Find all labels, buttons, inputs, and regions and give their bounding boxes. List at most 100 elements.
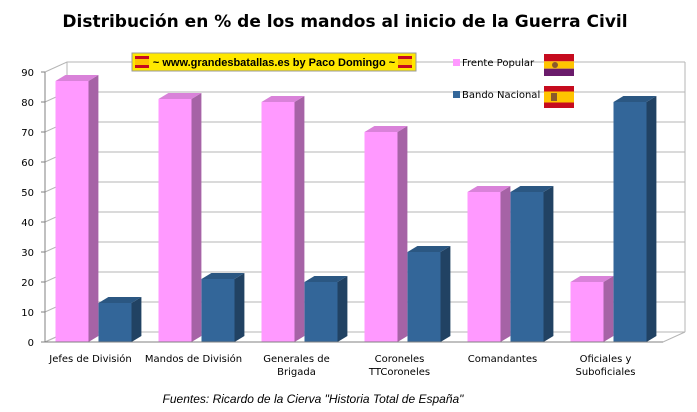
bar-front-face — [55, 81, 89, 342]
flag-stripe-red — [544, 86, 574, 92]
bar-side-face — [337, 276, 348, 342]
republican-flag-icon — [544, 54, 574, 76]
bar-frente-popular — [55, 75, 99, 342]
bar-frente-popular — [261, 96, 305, 342]
spanish-flag-icon — [544, 86, 574, 108]
bar-bando-nacional — [98, 297, 142, 342]
bar-top-face — [261, 96, 305, 102]
bar-top-face — [98, 297, 142, 303]
flag-stripe-purple — [544, 68, 574, 76]
bar-side-face — [131, 297, 142, 342]
banner-flag-icon — [398, 56, 412, 68]
bar-side-face — [294, 96, 305, 342]
y-tick-label: 90 — [21, 68, 34, 79]
bar-side-face — [191, 93, 202, 342]
x-tick-label: Comandantes — [468, 354, 537, 365]
banner-flag-icon — [135, 56, 149, 68]
banner-background — [131, 52, 417, 72]
banner-text: ~ www.grandesbatallas.es by Paco Domingo… — [153, 57, 396, 69]
flag-stripe-yellow — [544, 91, 574, 103]
bar-bando-nacional — [201, 273, 245, 342]
bar-front-face — [158, 99, 192, 342]
legend-label: Frente Popular — [462, 58, 535, 69]
bar-front-face — [364, 132, 398, 342]
bar-frente-popular — [158, 93, 202, 342]
bar-frente-popular — [467, 186, 511, 342]
bar-side-face — [88, 75, 99, 342]
bar-side-face — [397, 126, 408, 342]
x-tick-label: Oficiales y — [580, 354, 632, 365]
x-tick-label: Mandos de División — [145, 353, 242, 365]
flag-stripe-red — [544, 102, 574, 108]
bar-front-face — [613, 102, 647, 342]
flag-stripe-yellow — [135, 59, 149, 65]
legend-label: Bando Nacional — [462, 90, 540, 101]
legend-swatch — [453, 91, 460, 98]
bar-front-face — [304, 282, 338, 342]
bar-bando-nacional — [613, 96, 657, 342]
gridline — [44, 121, 685, 133]
x-tick-label: Brigada — [277, 367, 316, 378]
y-tick-label: 20 — [21, 278, 34, 289]
bar-front-face — [407, 252, 441, 342]
flag-stripe-red — [135, 65, 149, 68]
y-tick-label: 70 — [21, 128, 34, 139]
bar-top-face — [407, 246, 451, 252]
gridline — [44, 91, 685, 103]
y-tick-label: 60 — [21, 158, 34, 169]
x-tick-label: Jefes de División — [48, 353, 131, 365]
x-tick-label: Suboficiales — [576, 367, 636, 378]
flag-stripe-yellow — [544, 61, 574, 69]
legend-swatch — [453, 59, 460, 66]
x-tick-label: Generales de — [263, 354, 329, 365]
bar-side-face — [603, 276, 614, 342]
y-tick-label: 10 — [21, 308, 34, 319]
bar-side-face — [234, 273, 245, 342]
bar-front-face — [98, 303, 132, 342]
bar-bando-nacional — [510, 186, 554, 342]
flag-emblem — [552, 62, 558, 68]
chart-title: Distribución en % de los mandos al inici… — [62, 12, 627, 32]
bar-side-face — [543, 186, 554, 342]
bar-top-face — [304, 276, 348, 282]
y-tick-label: 30 — [21, 248, 34, 259]
x-tick-label: TTCoroneles — [368, 367, 430, 378]
bar-side-face — [646, 96, 657, 342]
bar-top-face — [467, 186, 511, 192]
bar-top-face — [510, 186, 554, 192]
y-tick-label: 50 — [21, 188, 34, 199]
flag-stripe-red — [544, 54, 574, 62]
y-tick-label: 40 — [21, 218, 34, 229]
bar-top-face — [201, 273, 245, 279]
bar-front-face — [261, 102, 295, 342]
flag-stripe-yellow — [398, 59, 412, 65]
bar-side-face — [500, 186, 511, 342]
bar-top-face — [55, 75, 99, 81]
flag-stripe-red — [398, 56, 412, 59]
bar-side-face — [440, 246, 451, 342]
bar-bando-nacional — [304, 276, 348, 342]
bar-top-face — [613, 96, 657, 102]
x-tick-label: Coroneles — [375, 354, 425, 365]
source-note: Fuentes: Ricardo de la Cierva "Historia … — [163, 392, 465, 406]
bars-layer — [55, 75, 657, 342]
bar-top-face — [364, 126, 408, 132]
flag-stripe-red — [135, 56, 149, 59]
bar-front-face — [570, 282, 604, 342]
axis-layer: 0 10 20 30 40 50 60 70 80 90 Jefes de División Mand… — [21, 68, 663, 378]
bar-top-face — [158, 93, 202, 99]
bar-front-face — [201, 279, 235, 342]
flag-stripe-red — [398, 65, 412, 68]
watermark-banner: ~ www.grandesbatallas.es by Paco Domingo… — [131, 52, 417, 72]
flag-emblem — [551, 93, 557, 101]
legend: Frente Popular Bando Nacional — [453, 54, 574, 108]
bar-front-face — [467, 192, 501, 342]
bar-front-face — [510, 192, 544, 342]
bar-frente-popular — [570, 276, 614, 342]
bar-bando-nacional — [407, 246, 451, 342]
bar-top-face — [570, 276, 614, 282]
bar-frente-popular — [364, 126, 408, 342]
y-tick-label: 0 — [28, 338, 34, 349]
